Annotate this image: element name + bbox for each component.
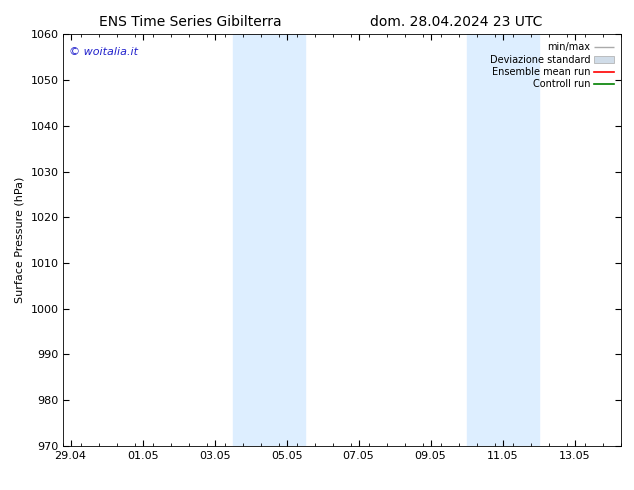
Text: ENS Time Series Gibilterra: ENS Time Series Gibilterra bbox=[99, 15, 281, 29]
Text: dom. 28.04.2024 23 UTC: dom. 28.04.2024 23 UTC bbox=[370, 15, 543, 29]
Text: © woitalia.it: © woitalia.it bbox=[69, 47, 138, 57]
Y-axis label: Surface Pressure (hPa): Surface Pressure (hPa) bbox=[15, 177, 25, 303]
Bar bbox=[233, 34, 269, 446]
Bar bbox=[503, 34, 538, 446]
Legend: min/max, Deviazione standard, Ensemble mean run, Controll run: min/max, Deviazione standard, Ensemble m… bbox=[487, 39, 616, 92]
Bar bbox=[269, 34, 304, 446]
Bar bbox=[467, 34, 503, 446]
